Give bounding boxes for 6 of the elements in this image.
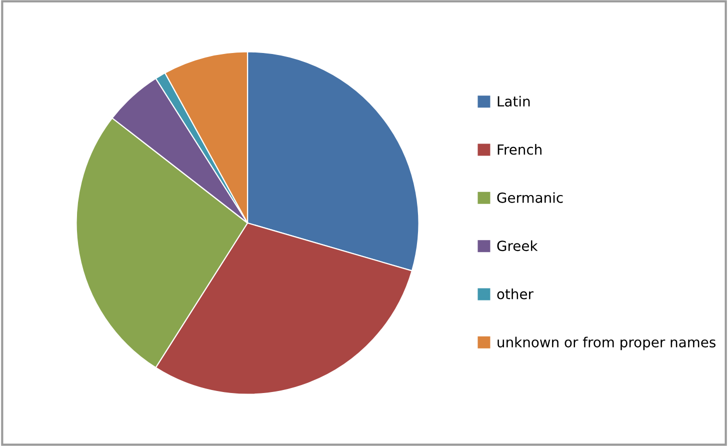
legend-label: unknown or from proper names — [498, 336, 716, 350]
legend-label: Germanic — [497, 192, 563, 203]
legend-label: Latin — [498, 96, 530, 107]
legend-label: French — [498, 144, 542, 155]
legend-label: other — [497, 288, 534, 300]
legend-label: Greek — [497, 240, 538, 252]
